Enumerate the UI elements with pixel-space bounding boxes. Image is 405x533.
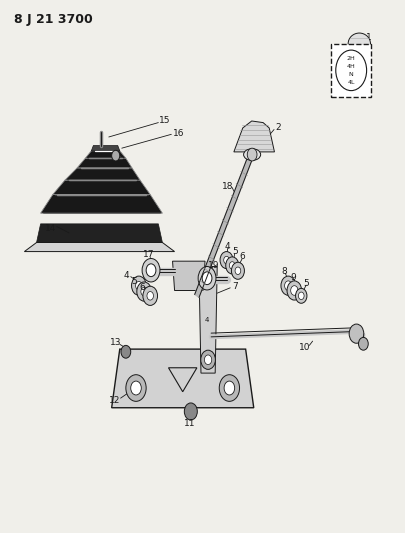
Polygon shape — [65, 168, 140, 180]
Polygon shape — [111, 349, 253, 408]
Text: 6: 6 — [239, 253, 244, 261]
Circle shape — [143, 286, 157, 305]
Text: 4: 4 — [224, 242, 230, 251]
Text: 2H: 2H — [346, 56, 355, 61]
Ellipse shape — [347, 33, 369, 54]
Polygon shape — [77, 158, 132, 168]
Text: 4H: 4H — [346, 64, 355, 69]
Circle shape — [335, 50, 366, 91]
Circle shape — [135, 281, 142, 290]
Text: 2: 2 — [275, 124, 280, 132]
Polygon shape — [36, 224, 162, 243]
Text: 1: 1 — [365, 33, 371, 42]
Text: 3: 3 — [250, 146, 256, 155]
Text: 9: 9 — [290, 273, 295, 281]
Circle shape — [298, 292, 303, 300]
Circle shape — [295, 288, 306, 303]
Circle shape — [198, 266, 215, 290]
Text: 5: 5 — [131, 277, 136, 286]
Text: 10: 10 — [298, 343, 309, 352]
Circle shape — [202, 272, 211, 285]
Circle shape — [142, 259, 160, 282]
Text: 18: 18 — [221, 182, 232, 191]
Circle shape — [147, 292, 153, 300]
Text: N: N — [348, 72, 353, 77]
Text: 5: 5 — [303, 279, 309, 288]
Polygon shape — [233, 121, 274, 152]
Circle shape — [200, 268, 215, 287]
Circle shape — [234, 267, 240, 274]
Ellipse shape — [243, 149, 260, 160]
Polygon shape — [194, 158, 251, 297]
Circle shape — [358, 337, 367, 350]
Circle shape — [131, 276, 146, 295]
Circle shape — [130, 381, 141, 395]
Text: 8: 8 — [281, 268, 286, 276]
Circle shape — [225, 257, 238, 274]
Text: 11: 11 — [183, 419, 195, 428]
Text: 12: 12 — [109, 397, 120, 405]
Circle shape — [286, 281, 301, 300]
Circle shape — [141, 287, 147, 296]
Text: 16: 16 — [173, 129, 184, 138]
Text: 13: 13 — [110, 338, 121, 346]
Circle shape — [204, 272, 211, 282]
Circle shape — [146, 264, 156, 277]
Circle shape — [126, 375, 146, 401]
Text: 4: 4 — [124, 271, 129, 279]
Text: 6: 6 — [139, 284, 145, 292]
Polygon shape — [198, 266, 217, 373]
Circle shape — [224, 381, 234, 395]
Text: 15: 15 — [158, 117, 170, 125]
Circle shape — [280, 276, 295, 295]
Circle shape — [121, 345, 130, 358]
Circle shape — [111, 150, 119, 161]
Circle shape — [348, 324, 363, 343]
FancyBboxPatch shape — [330, 44, 371, 97]
Circle shape — [284, 281, 291, 290]
Circle shape — [184, 403, 197, 420]
Polygon shape — [24, 243, 174, 252]
Polygon shape — [172, 261, 205, 290]
Circle shape — [200, 350, 215, 369]
Text: 4L: 4L — [347, 80, 354, 85]
Circle shape — [231, 262, 244, 279]
Polygon shape — [91, 146, 119, 151]
Text: 5: 5 — [231, 247, 237, 256]
Circle shape — [219, 375, 239, 401]
Text: 17: 17 — [143, 251, 154, 259]
Circle shape — [290, 286, 297, 295]
Polygon shape — [53, 180, 150, 195]
Circle shape — [247, 148, 256, 161]
Circle shape — [220, 252, 232, 269]
Polygon shape — [85, 151, 126, 158]
Circle shape — [204, 355, 211, 365]
Circle shape — [229, 262, 234, 269]
Text: 7: 7 — [232, 282, 238, 291]
Polygon shape — [40, 195, 162, 213]
Circle shape — [136, 282, 151, 301]
Circle shape — [223, 256, 229, 264]
Text: 19: 19 — [208, 261, 219, 270]
Text: 14: 14 — [45, 224, 56, 232]
Text: 8 J 21 3700: 8 J 21 3700 — [14, 13, 93, 26]
Text: 4: 4 — [205, 317, 209, 323]
